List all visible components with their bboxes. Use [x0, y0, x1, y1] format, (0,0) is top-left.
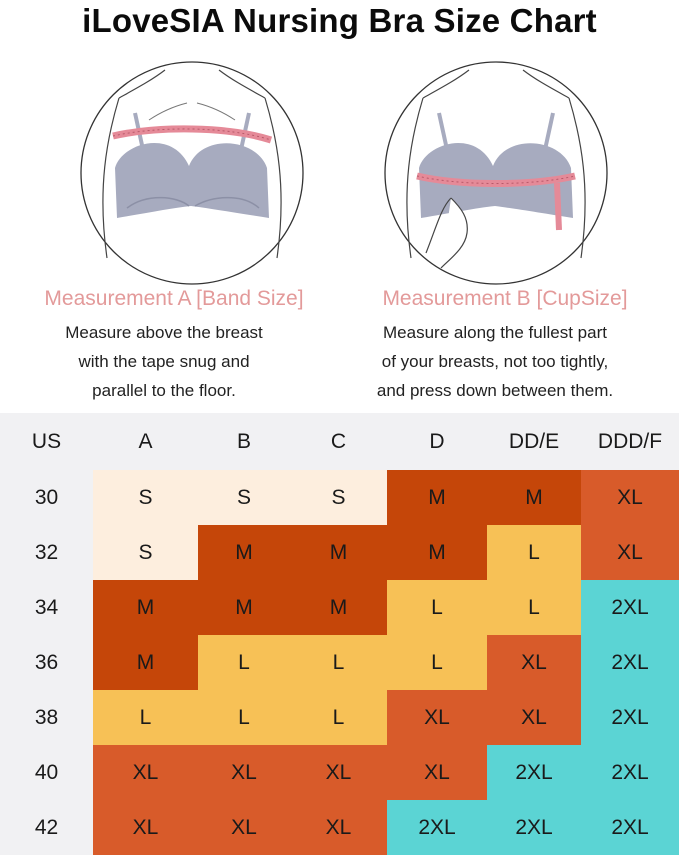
size-cell: XL — [198, 800, 290, 855]
size-cell: S — [290, 470, 387, 525]
size-cell: 2XL — [581, 690, 679, 745]
band-size-label: 32 — [34, 540, 59, 564]
size-cell: S — [93, 470, 198, 525]
size-cell: M — [93, 580, 198, 635]
size-cell: XL — [387, 745, 487, 800]
column-header: A — [138, 429, 153, 453]
band-size-illustration — [77, 58, 307, 288]
size-cell: S — [93, 525, 198, 580]
band-size-label: 40 — [34, 760, 59, 784]
size-cell: XL — [290, 745, 387, 800]
size-cell: L — [93, 690, 198, 745]
size-cell: M — [290, 580, 387, 635]
description-line: with the tape snug and — [78, 352, 250, 371]
column-header: C — [330, 429, 347, 453]
band-size-label: 38 — [34, 705, 59, 729]
page-title: iLoveSIA Nursing Bra Size Chart — [82, 2, 597, 39]
size-cell: L — [198, 690, 290, 745]
size-cell: L — [290, 635, 387, 690]
size-cell: 2XL — [581, 635, 679, 690]
size-cell: S — [198, 470, 290, 525]
size-cell: M — [198, 580, 290, 635]
band-size-label: 36 — [34, 650, 59, 674]
cup-size-illustration — [381, 58, 611, 288]
size-cell: L — [198, 635, 290, 690]
size-cell: M — [198, 525, 290, 580]
size-cell: 2XL — [581, 745, 679, 800]
band-size-label: 42 — [34, 815, 59, 839]
size-cell: M — [93, 635, 198, 690]
size-cell: XL — [581, 525, 679, 580]
description-line: parallel to the floor. — [92, 381, 236, 400]
description-line: Measure along the fullest part — [383, 323, 607, 342]
size-cell: XL — [290, 800, 387, 855]
measurement-a-description: Measure above the breast with the tape s… — [5, 318, 323, 405]
band-size-label: 34 — [34, 595, 59, 619]
size-cell: XL — [487, 690, 581, 745]
band-size-label: 30 — [34, 485, 59, 509]
size-chart-table: US A B C D DD/E DDD/F 30 S S S M M XL 32 S M M M L XL 34 M M M L L… — [0, 413, 679, 855]
description-line: and press down between them. — [376, 381, 614, 400]
size-cell: M — [387, 525, 487, 580]
size-cell: M — [387, 470, 487, 525]
size-cell: M — [487, 470, 581, 525]
size-cell: L — [487, 525, 581, 580]
size-cell: XL — [387, 690, 487, 745]
size-cell: L — [387, 635, 487, 690]
size-cell: XL — [581, 470, 679, 525]
description-line: of your breasts, not too tightly, — [381, 352, 609, 371]
description-line: Measure above the breast — [65, 323, 263, 342]
size-cell: XL — [487, 635, 581, 690]
measurement-b-heading: Measurement B [CupSize] — [382, 287, 628, 310]
column-header: US — [31, 429, 62, 453]
column-header: DDD/F — [597, 429, 663, 453]
size-cell: 2XL — [581, 580, 679, 635]
size-cell: 2XL — [581, 800, 679, 855]
size-cell: L — [387, 580, 487, 635]
column-header: D — [429, 429, 445, 453]
size-cell: L — [487, 580, 581, 635]
measurement-a-heading: Measurement A [Band Size] — [44, 287, 304, 310]
column-header: DD/E — [508, 429, 560, 453]
size-cell: 2XL — [387, 800, 487, 855]
size-cell: L — [290, 690, 387, 745]
size-cell: 2XL — [487, 800, 581, 855]
size-cell: XL — [198, 745, 290, 800]
column-header: B — [236, 429, 251, 453]
size-cell: XL — [93, 745, 198, 800]
size-cell: 2XL — [487, 745, 581, 800]
size-cell: XL — [93, 800, 198, 855]
size-cell: M — [290, 525, 387, 580]
measurement-b-description: Measure along the fullest part of your b… — [350, 318, 640, 405]
